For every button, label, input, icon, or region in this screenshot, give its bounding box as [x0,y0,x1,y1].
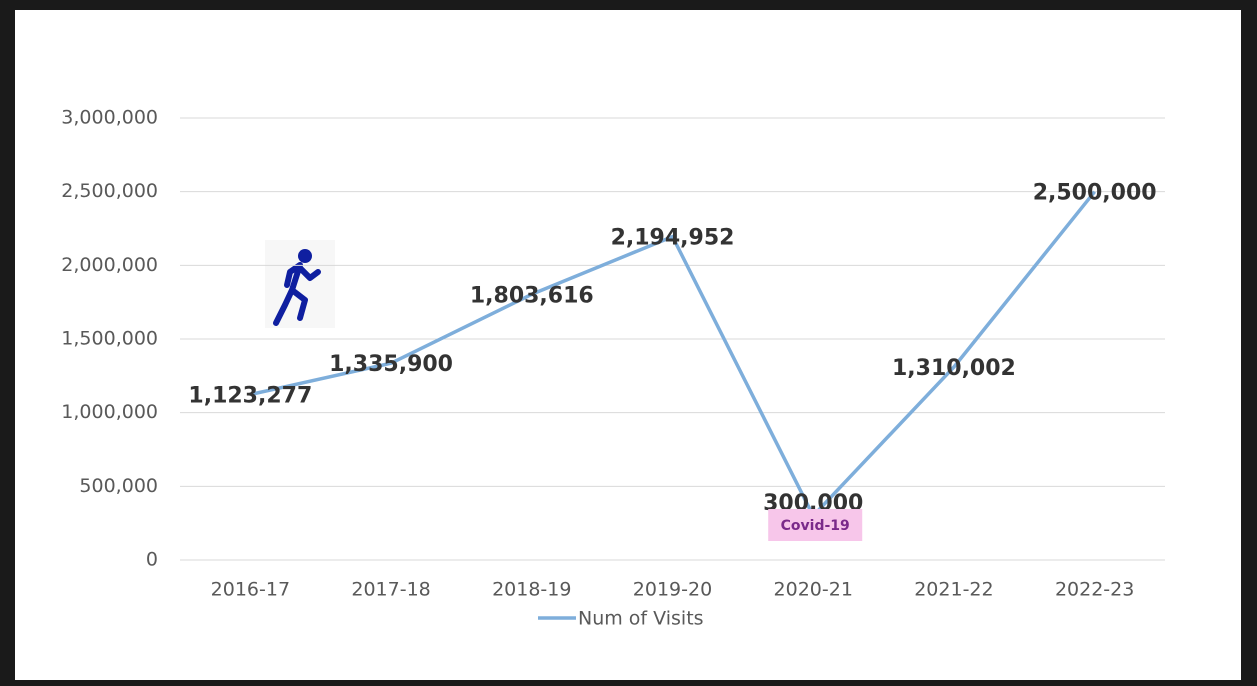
y-tick-label: 1,500,000 [61,328,158,350]
x-tick-label: 2018-19 [492,579,571,601]
annotation-box [768,509,863,541]
data-label: 1,123,277 [188,384,312,409]
legend-label: Num of Visits [578,608,704,630]
data-label: 2,194,952 [611,226,735,251]
y-tick-label: 2,000,000 [61,254,158,276]
data-label: 1,335,900 [329,352,453,377]
x-tick-label: 2021-22 [914,579,993,601]
y-tick-label: 1,000,000 [61,401,158,423]
data-label: 2,500,000 [1033,181,1157,206]
x-tick-label: 2019-20 [633,579,712,601]
y-tick-label: 500,000 [79,475,158,497]
annotation: Covid-19 [781,518,850,534]
y-tick-label: 3,000,000 [61,107,158,129]
x-tick-label: 2016-17 [211,579,290,601]
x-tick-label: 2017-18 [351,579,430,601]
data-label: 1,310,002 [892,356,1016,381]
x-tick-label: 2022-23 [1055,579,1134,601]
y-tick-label: 0 [146,549,158,571]
y-tick-label: 2,500,000 [61,180,158,202]
x-tick-label: 2020-21 [774,579,853,601]
data-label: 1,803,616 [470,283,594,308]
line [249,190,1097,518]
runner-icon [265,240,335,328]
chart-area [15,10,1241,680]
